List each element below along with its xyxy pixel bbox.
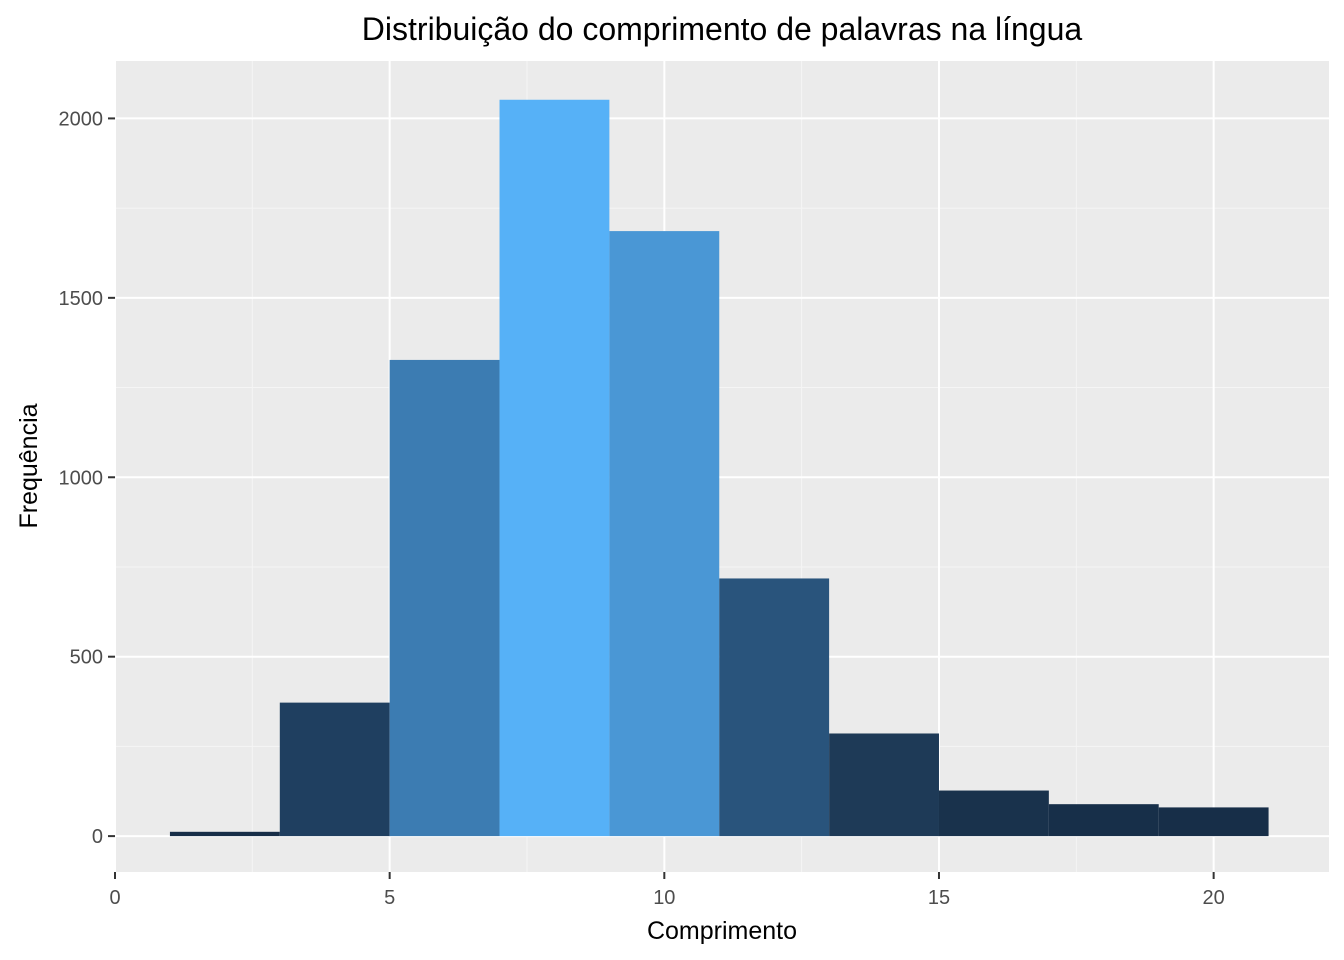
histogram-bar	[389, 359, 500, 837]
histogram-bar	[609, 231, 720, 837]
x-tick-label: 10	[653, 887, 675, 909]
histogram-bar	[829, 733, 939, 837]
y-tick-label: 500	[70, 647, 103, 669]
x-tick-label: 5	[384, 887, 395, 909]
y-axis: 0 500 1000 1500 2000	[59, 108, 115, 848]
y-tick-label: 0	[92, 826, 103, 848]
x-axis-title: Comprimento	[647, 917, 797, 945]
y-axis-title: Frequência	[15, 403, 43, 528]
x-tick-label: 20	[1203, 887, 1225, 909]
histogram-bars	[169, 99, 1269, 837]
x-axis: 0 5 10 15 20	[109, 872, 1225, 909]
histogram-bar	[1158, 807, 1269, 837]
x-tick-label: 0	[109, 887, 120, 909]
y-tick-label: 1000	[59, 467, 104, 489]
y-tick-label: 2000	[59, 108, 104, 130]
histogram-bar	[1048, 804, 1159, 837]
histogram-bar	[279, 702, 390, 837]
histogram-bar	[169, 831, 280, 837]
x-tick-label: 15	[928, 887, 950, 909]
chart-title: Distribuição do comprimento de palavras …	[362, 11, 1083, 47]
histogram-bar	[938, 790, 1049, 837]
histogram-bar	[499, 99, 610, 837]
histogram-bar	[719, 578, 830, 837]
y-tick-label: 1500	[59, 288, 104, 310]
